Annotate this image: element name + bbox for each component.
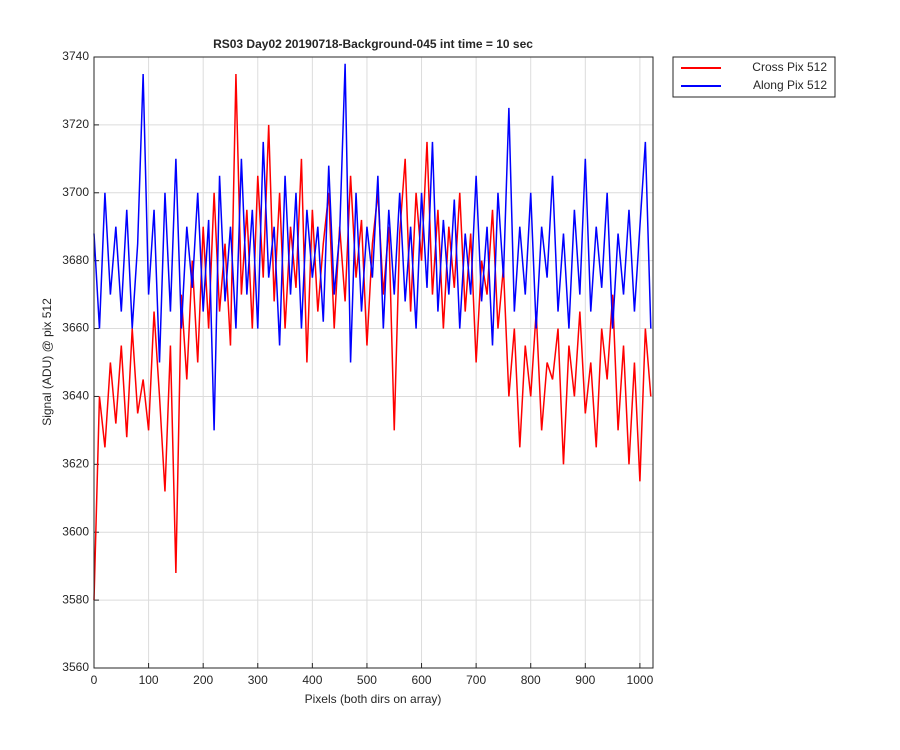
y-tick-label: 3580 — [62, 592, 89, 606]
y-tick-label: 3640 — [62, 389, 89, 403]
y-tick-label: 3740 — [62, 49, 89, 63]
x-tick-label: 600 — [412, 673, 432, 687]
x-axis-label: Pixels (both dirs on array) — [305, 692, 442, 706]
x-tick-label: 500 — [357, 673, 377, 687]
y-tick-label: 3660 — [62, 321, 89, 335]
x-tick-label: 200 — [193, 673, 213, 687]
y-axis-label: Signal (ADU) @ pix 512 — [40, 298, 54, 426]
y-tick-label: 3720 — [62, 117, 89, 131]
x-tick-label: 1000 — [627, 673, 654, 687]
y-tick-label: 3700 — [62, 185, 89, 199]
x-tick-label: 700 — [466, 673, 486, 687]
x-tick-label: 900 — [575, 673, 595, 687]
x-tick-label: 100 — [139, 673, 159, 687]
y-tick-label: 3560 — [62, 660, 89, 674]
y-tick-label: 3600 — [62, 524, 89, 538]
chart-title: RS03 Day02 20190718-Background-045 int t… — [213, 37, 533, 51]
series-line — [93, 63, 652, 431]
legend-label: Cross Pix 512 — [752, 60, 827, 74]
y-tick-label: 3680 — [62, 253, 89, 267]
x-tick-label: 800 — [521, 673, 541, 687]
series-line — [93, 73, 652, 601]
plot-frame — [93, 56, 654, 669]
x-tick-label: 0 — [91, 673, 98, 687]
y-tick-label: 3620 — [62, 457, 89, 471]
legend-label: Along Pix 512 — [753, 78, 827, 92]
legend-box — [672, 56, 836, 98]
x-tick-label: 400 — [302, 673, 322, 687]
x-tick-label: 300 — [248, 673, 268, 687]
